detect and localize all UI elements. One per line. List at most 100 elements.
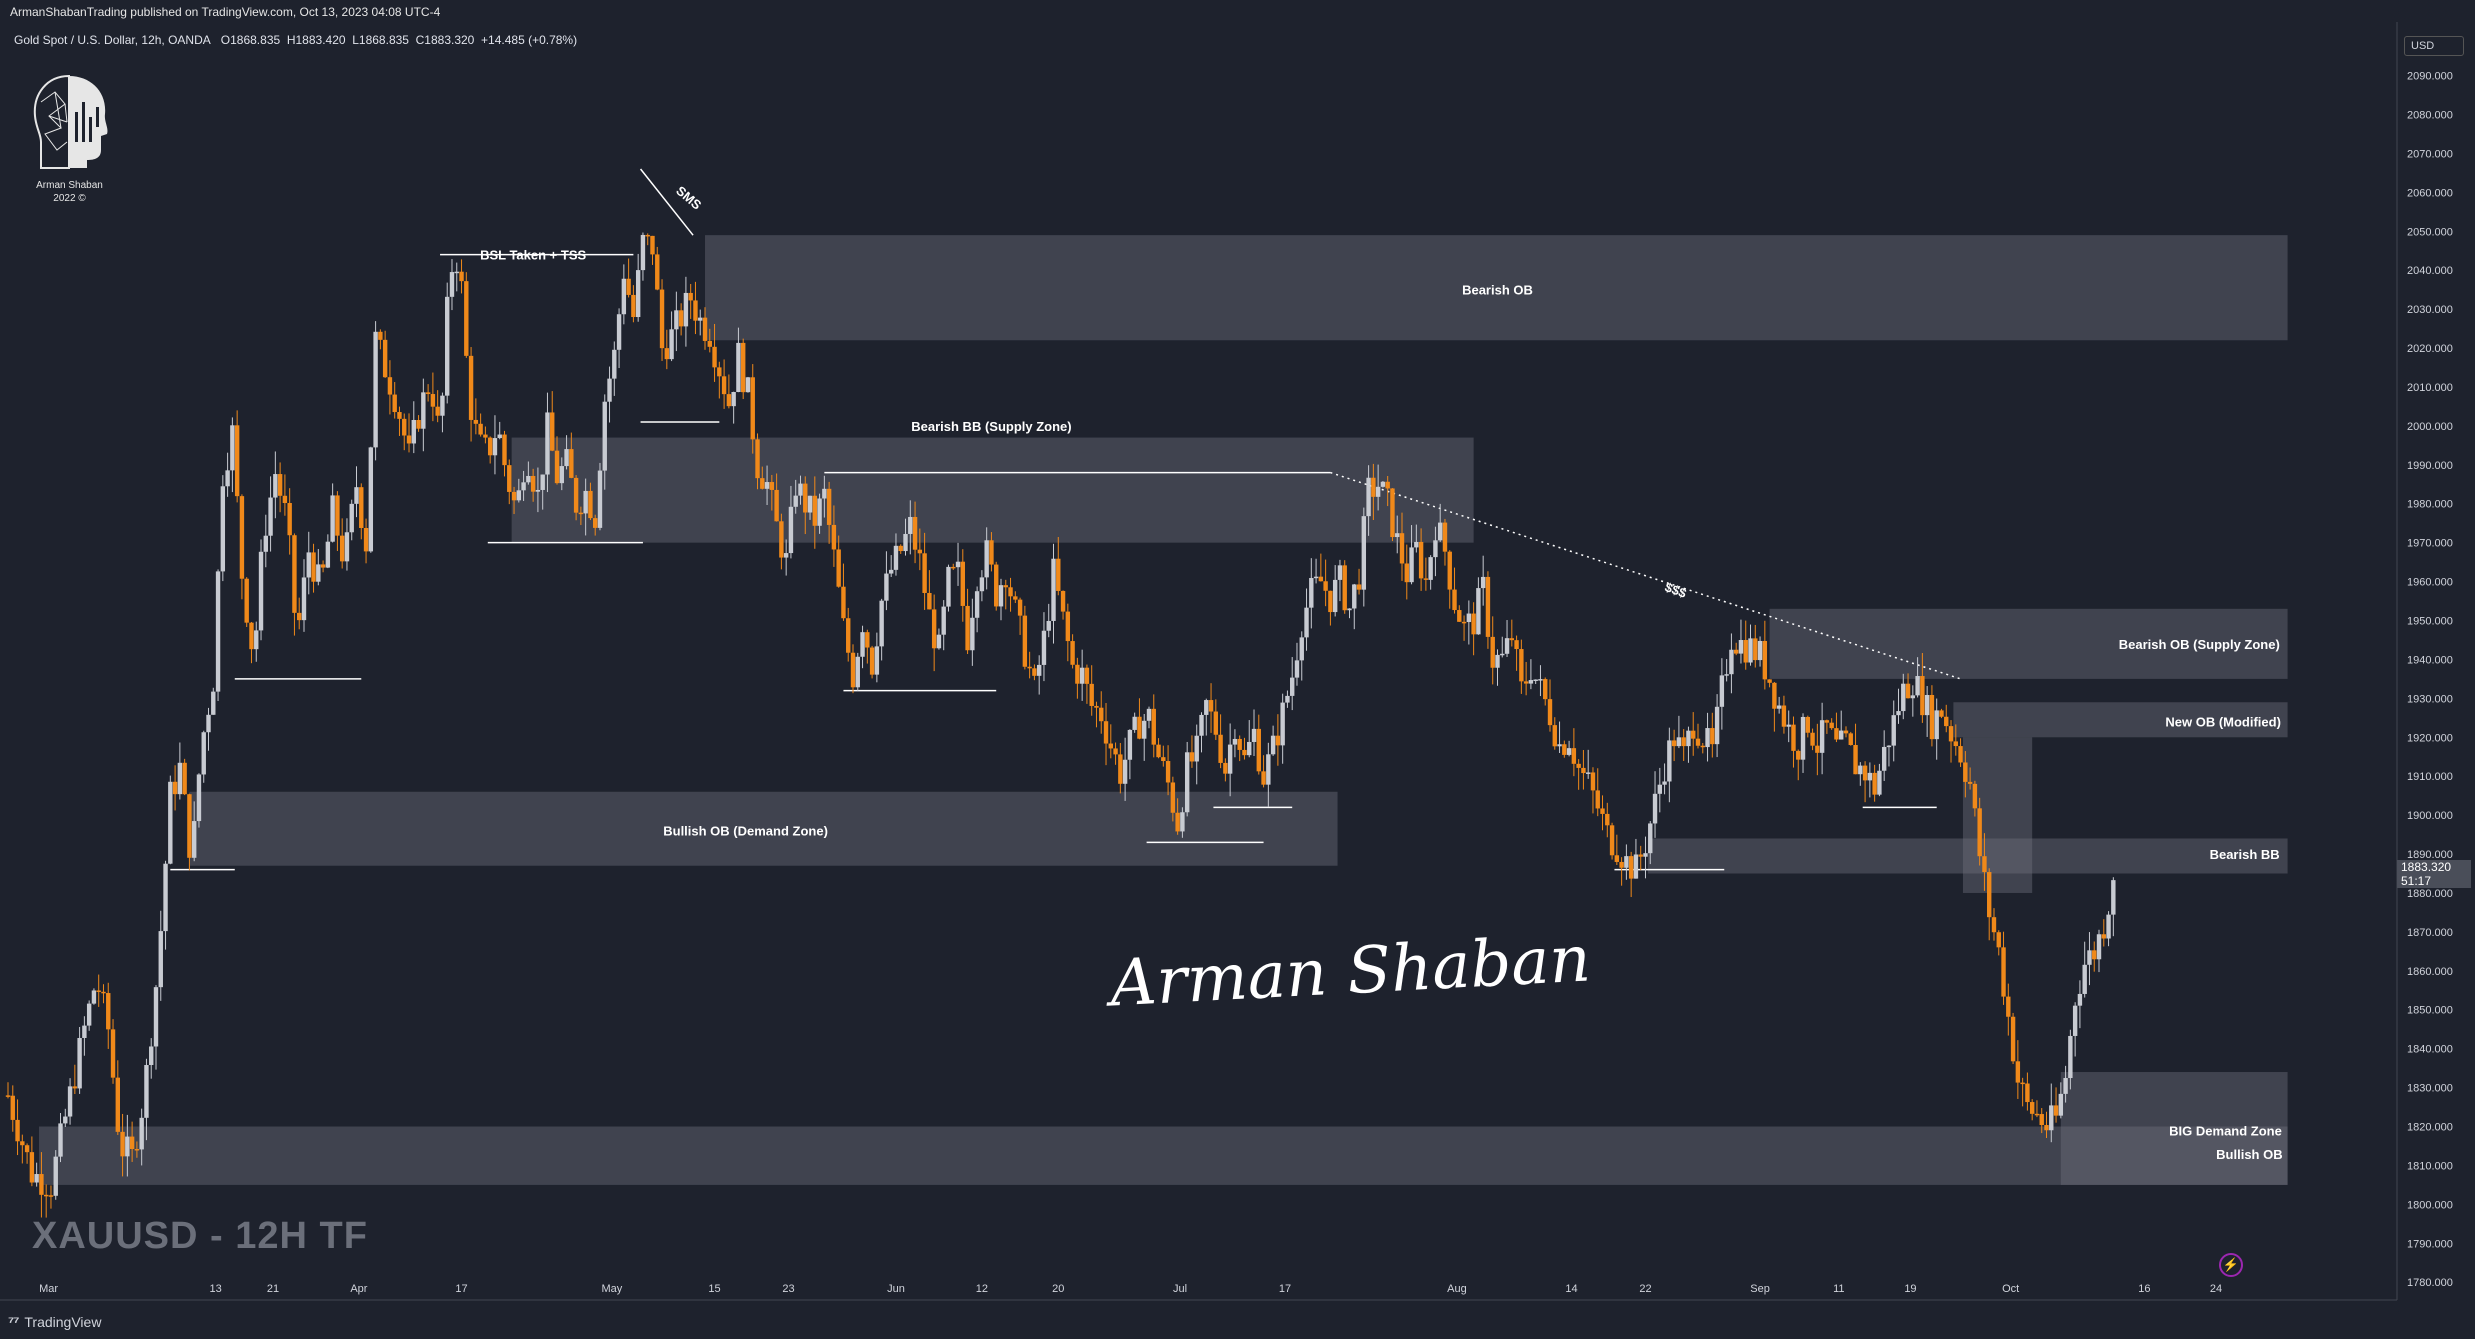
candle-body — [1858, 765, 1863, 775]
candle-body — [1332, 579, 1338, 613]
candle-body — [664, 348, 670, 360]
candle-body — [965, 605, 970, 651]
candle-body — [2068, 1035, 2073, 1079]
y-tick-label: 2070.000 — [2407, 148, 2453, 160]
candle-body — [1227, 744, 1233, 774]
candle-body — [631, 294, 636, 318]
candle-body — [1438, 522, 1443, 541]
candle-body — [487, 437, 493, 456]
currency-selector[interactable]: USD — [2404, 36, 2464, 56]
zone-box — [189, 791, 1338, 866]
candle-body — [688, 292, 693, 301]
candle-body — [1901, 683, 1906, 712]
candle-body — [249, 622, 254, 650]
candle-body — [535, 489, 541, 492]
candle-body — [1142, 720, 1147, 739]
candle-body — [1915, 676, 1920, 696]
candle-body — [1447, 551, 1452, 590]
candle-body — [1881, 746, 1887, 771]
candle-body — [1251, 728, 1257, 742]
ohlc-low: L1868.835 — [352, 33, 409, 47]
candle-body — [540, 474, 545, 490]
candle-body — [1714, 706, 1720, 745]
candle-body — [850, 652, 856, 688]
candle-body — [659, 289, 665, 349]
candle-body — [2101, 934, 2106, 939]
candle-body — [1528, 680, 1534, 684]
candle-body — [1280, 702, 1285, 746]
candle-body — [1299, 637, 1304, 661]
candle-body — [63, 1116, 68, 1124]
candle-body — [168, 781, 173, 864]
lightning-icon[interactable]: ⚡ — [2219, 1253, 2243, 1277]
candle-body — [974, 591, 980, 618]
candle-body — [244, 578, 249, 623]
candle-body — [2077, 993, 2083, 1006]
zone-label: New OB (Modified) — [2165, 715, 2281, 730]
candle-body — [1652, 793, 1658, 824]
candle-body — [707, 340, 712, 347]
candle-body — [1638, 854, 1643, 857]
publisher-bar: ArmanShabanTrading published on TradingV… — [0, 0, 2475, 22]
candle-body — [449, 272, 455, 297]
candle-body — [807, 495, 813, 513]
candle-body — [573, 477, 579, 513]
y-tick-label: 2020.000 — [2407, 343, 2453, 355]
candle-body — [1519, 649, 1524, 682]
candle-body — [1151, 708, 1156, 745]
x-tick-label: Mar — [39, 1283, 58, 1295]
candle-body — [740, 342, 746, 393]
candle-body — [1934, 710, 1939, 740]
candle-body — [1070, 641, 1075, 665]
candle-body — [2039, 1114, 2044, 1126]
zone-label: Bearish OB (Supply Zone) — [2119, 637, 2280, 652]
candle-body — [998, 585, 1004, 607]
candle-body — [58, 1123, 63, 1157]
candle-body — [1686, 730, 1691, 747]
candle-body — [1418, 541, 1424, 579]
candle-body — [1824, 720, 1830, 723]
candle-body — [1619, 861, 1624, 868]
candle-body — [731, 392, 736, 407]
zone-label: Bullish OB — [2216, 1147, 2282, 1162]
candle-body — [1352, 584, 1357, 609]
candle-body — [1051, 558, 1056, 621]
candle-body — [1356, 584, 1362, 590]
candle-body — [2044, 1125, 2049, 1131]
candle-body — [1175, 812, 1180, 832]
zone-label: Bullish OB (Demand Zone) — [663, 824, 828, 839]
candle-body — [1648, 823, 1653, 854]
tradingview-footer[interactable]: ⁷⁷ TradingView — [8, 1310, 101, 1334]
candle-body — [330, 495, 335, 542]
candle-body — [1819, 720, 1825, 753]
candle-body — [984, 540, 989, 578]
candle-body — [430, 394, 436, 407]
candle-body — [1366, 477, 1371, 517]
candle-body — [1533, 679, 1538, 682]
candle-body — [115, 1077, 121, 1132]
candle-body — [1461, 621, 1467, 624]
candle-body — [1161, 757, 1166, 762]
candle-body — [1776, 705, 1782, 709]
candle-body — [607, 378, 612, 402]
candle-body — [1079, 667, 1085, 684]
symbol-description[interactable]: Gold Spot / U.S. Dollar, 12h, OANDA — [14, 33, 211, 47]
y-tick-label: 2050.000 — [2407, 226, 2453, 238]
candle-body — [1590, 772, 1596, 791]
candle-body — [440, 395, 445, 416]
y-tick-label: 1930.000 — [2407, 693, 2453, 705]
x-tick-label: Aug — [1447, 1283, 1467, 1295]
candle-body — [755, 439, 760, 479]
zone-box — [1962, 737, 2033, 893]
candle-body — [1361, 516, 1367, 590]
candle-body — [125, 1136, 130, 1157]
x-tick-label: 24 — [2210, 1283, 2222, 1295]
candle-body — [1514, 640, 1519, 650]
candle-body — [263, 535, 268, 552]
candle-body — [10, 1095, 15, 1120]
candle-body — [1772, 682, 1777, 709]
candle-body — [1275, 735, 1281, 746]
candle-body — [406, 435, 412, 444]
x-tick-label: 16 — [2138, 1283, 2150, 1295]
